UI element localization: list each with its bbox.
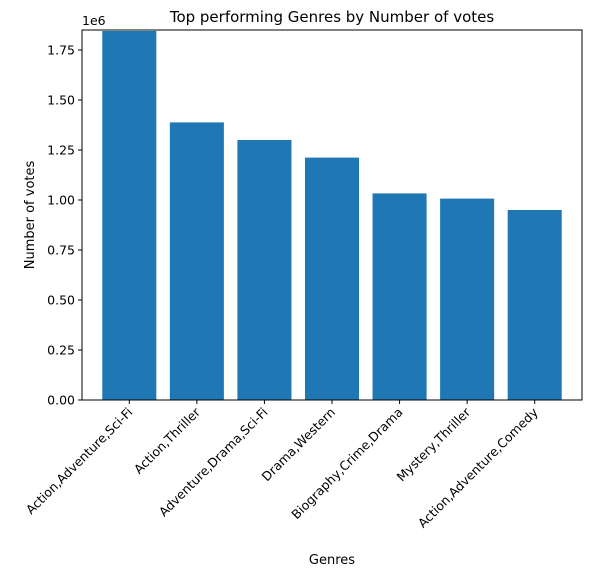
y-tick-label: 1.00	[47, 193, 75, 208]
bar-6	[440, 198, 495, 400]
bar-3	[237, 140, 292, 400]
x-axis-label: Genres	[309, 553, 355, 568]
chart-title: Top performing Genres by Number of votes	[169, 8, 495, 26]
y-tick-label: 0.25	[47, 343, 75, 358]
y-tick-label: 0.00	[47, 393, 75, 408]
y-tick-label: 0.75	[47, 243, 75, 258]
x-tick-label: Action,Adventure,Comedy	[415, 404, 542, 531]
y-tick-label: 1.75	[47, 43, 75, 58]
y-axis-label: Number of votes	[23, 161, 38, 270]
y-tick-label: 1.25	[47, 143, 75, 158]
y-axis-offset-text: 1e6	[82, 13, 106, 28]
plot-frame	[81, 29, 583, 401]
bar-1	[102, 31, 157, 400]
x-tick-label: Action,Thriller	[131, 404, 204, 477]
bar-5	[372, 193, 427, 400]
bar-7	[507, 210, 562, 400]
x-tick-label: Adventure,Drama,Sci-Fi	[156, 405, 271, 520]
bar-4	[304, 157, 360, 400]
x-tick-label: Action,Adventure,Sci-Fi	[23, 405, 136, 518]
x-tick-label: Biography,Crime,Drama	[288, 405, 405, 522]
y-tick-label: 1.50	[47, 93, 75, 108]
bar-2	[169, 122, 224, 401]
y-tick-label: 0.50	[47, 293, 75, 308]
